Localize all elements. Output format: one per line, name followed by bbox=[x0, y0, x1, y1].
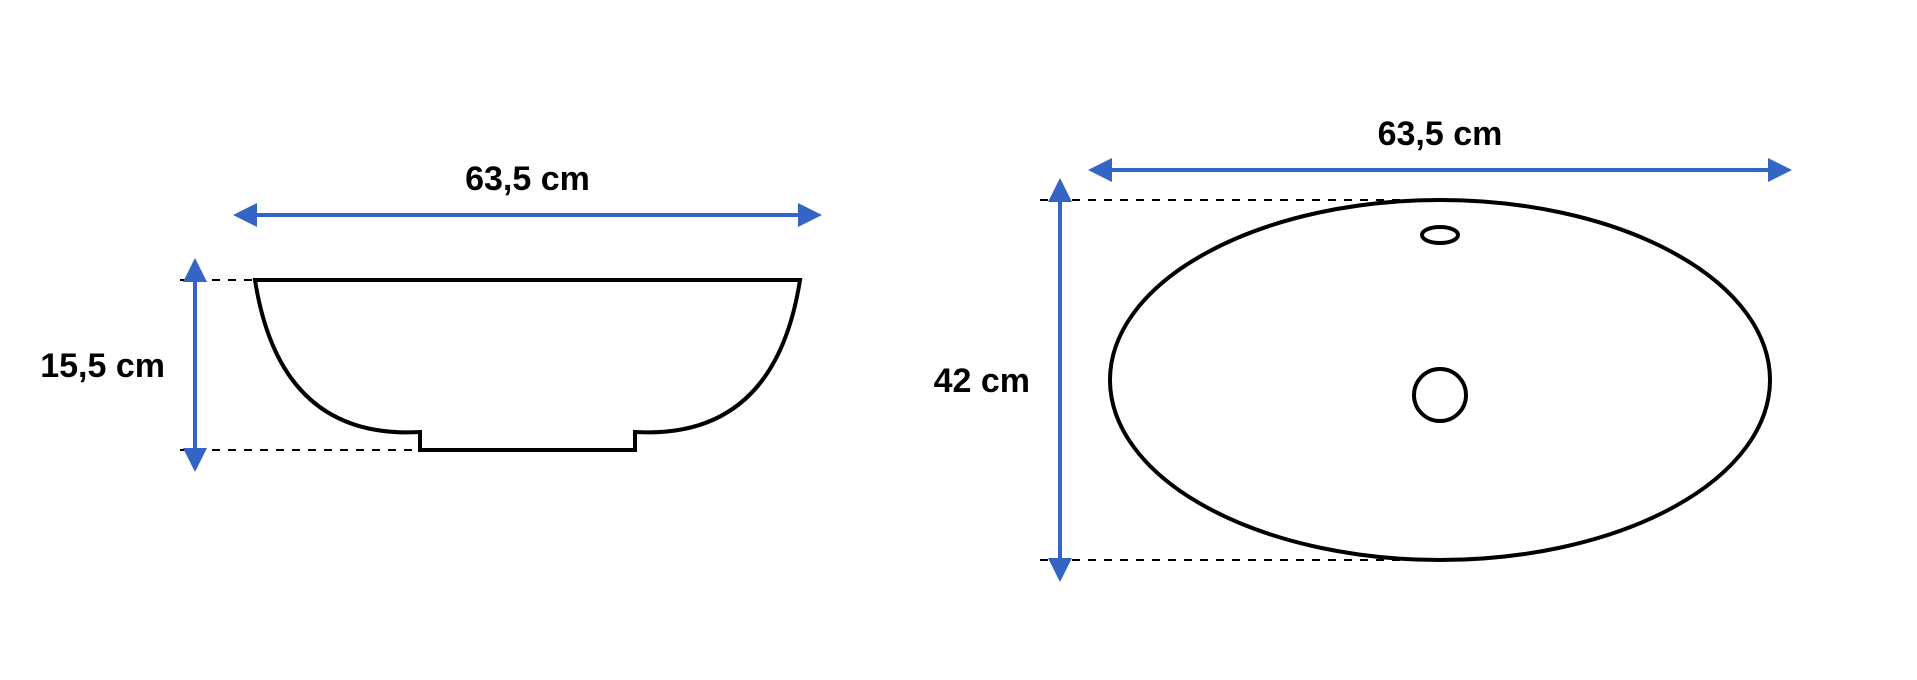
top-width-label: 63,5 cm bbox=[1378, 115, 1503, 153]
top-view: 63,5 cm 42 cm bbox=[934, 115, 1770, 560]
side-view: 63,5 cm 15,5 cm bbox=[40, 160, 800, 450]
side-width-label: 63,5 cm bbox=[465, 160, 590, 198]
side-height-label: 15,5 cm bbox=[40, 347, 165, 385]
top-depth-label: 42 cm bbox=[934, 362, 1030, 400]
overflow-hole bbox=[1422, 227, 1458, 243]
drain-hole bbox=[1414, 369, 1466, 421]
basin-side-outline bbox=[255, 280, 800, 450]
